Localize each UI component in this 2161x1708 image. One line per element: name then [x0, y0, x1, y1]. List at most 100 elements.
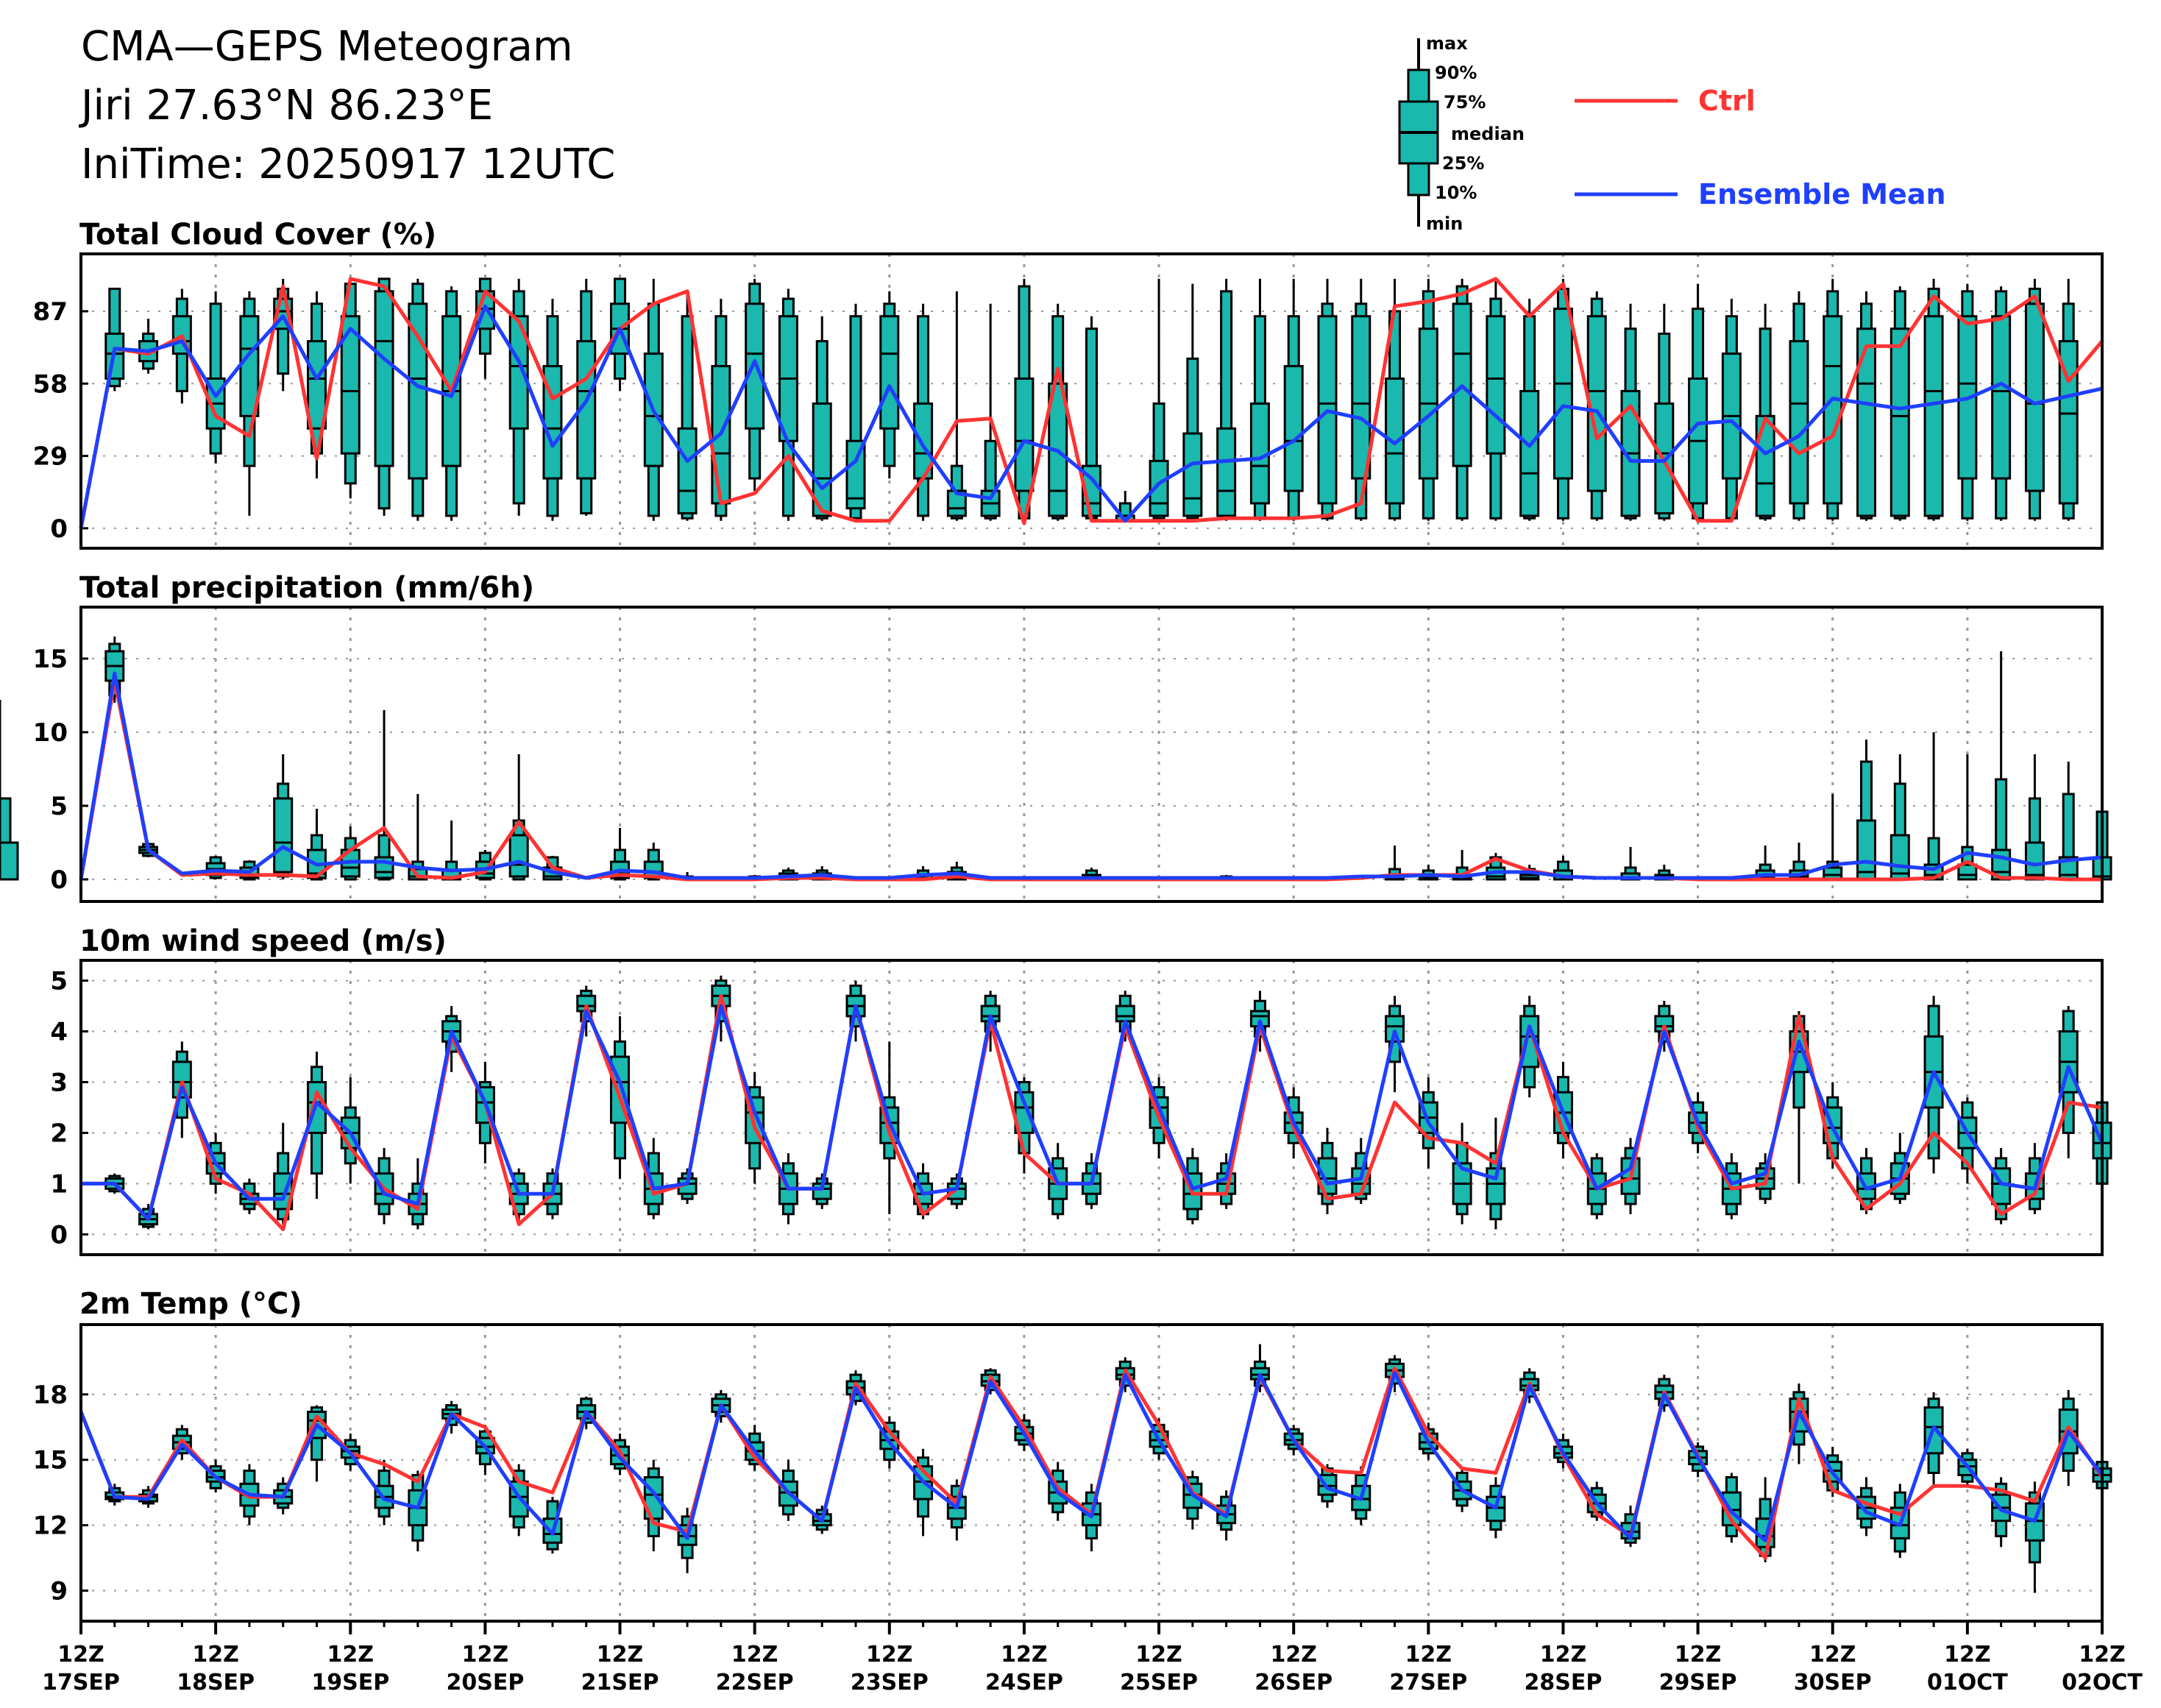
x-tick-hour-label: 12Z	[1001, 1642, 1048, 1668]
ensemble-box	[508, 754, 529, 881]
legend-min-label: min	[1426, 213, 1463, 234]
x-tick-date-label: 23SEP	[851, 1670, 929, 1695]
ensemble-box	[1789, 291, 1809, 521]
x-tick-date-label: 21SEP	[581, 1670, 659, 1695]
ensemble-box	[171, 288, 192, 404]
box-p25-p75	[408, 302, 428, 480]
x-tick-date-label: 27SEP	[1389, 1670, 1467, 1695]
ensemble-box	[408, 278, 428, 521]
x-tick-hour-label: 12Z	[866, 1642, 913, 1668]
ensemble-box	[1486, 278, 1506, 521]
wind-speed-panel: 0 1 2 3 4 5	[50, 959, 2112, 1256]
ensemble-box	[273, 754, 294, 879]
ensemble-box	[1889, 754, 1910, 881]
box-p25-p75	[1452, 302, 1472, 467]
y-tick-label: 5	[50, 967, 68, 996]
legend-max-label: max	[1426, 33, 1468, 54]
box-p25-p75	[273, 797, 294, 874]
x-tick-date-label: 25SEP	[1120, 1670, 1198, 1695]
ensemble-box	[1654, 303, 1675, 521]
x-tick-hour-label: 12Z	[1944, 1642, 1991, 1668]
ensemble-box	[778, 288, 798, 521]
x-tick-date-label: 30SEP	[1794, 1670, 1872, 1695]
ensemble-box	[542, 1497, 563, 1554]
box-p25-p75	[1856, 327, 1877, 517]
ensemble-box	[845, 303, 866, 521]
legend-p90-label: 90%	[1435, 63, 1477, 83]
ensemble-box	[475, 1425, 495, 1475]
box-p25-p75	[1991, 315, 2012, 480]
box-p25-p75	[1553, 308, 1573, 480]
x-axis: 12Z17SEP12Z18SEP12Z19SEP12Z20SEP12Z21SEP…	[42, 1621, 2143, 1695]
legend-median-label: median	[1451, 124, 1525, 144]
box-p25-p75	[1923, 315, 1944, 517]
ensemble-mean-series-line	[79, 1370, 2104, 1542]
y-tick-label: 5	[50, 792, 68, 821]
ensemble-box	[1823, 278, 1843, 521]
y-tick-label: 0	[50, 1220, 68, 1250]
ensemble-box	[542, 299, 563, 521]
box-p25-p75	[1014, 377, 1035, 492]
legend-p25-label: 25%	[1442, 153, 1484, 174]
ensemble-box	[1991, 1148, 2012, 1225]
x-tick-date-label: 22SEP	[716, 1670, 794, 1695]
ensemble-box	[0, 791, 19, 881]
ensemble-box	[508, 278, 529, 516]
x-tick-date-label: 02OCT	[2062, 1670, 2143, 1695]
ensemble-mean-series-line	[81, 1004, 2104, 1222]
box-p25-p75	[1889, 327, 1910, 517]
ensemble-box	[1418, 865, 1438, 881]
ensemble-box	[374, 710, 394, 881]
panel-title-temp: 2m Temp (°C)	[79, 1287, 302, 1321]
ctrl-series-line	[79, 277, 2104, 529]
box-p25-p75	[0, 841, 19, 881]
ensemble-box	[677, 291, 698, 521]
panel-frame	[79, 252, 2104, 550]
ensemble-box	[138, 319, 159, 374]
ensemble-box	[1957, 283, 1978, 521]
ensemble-box	[205, 291, 226, 464]
ensemble-box	[1216, 278, 1237, 521]
ensemble-box	[1082, 316, 1101, 521]
box-p25-p75	[812, 402, 832, 517]
panel-title-wind: 10m wind speed (m/s)	[79, 924, 447, 958]
ensemble-box	[1923, 1392, 1944, 1486]
ensemble-box	[1385, 278, 1405, 521]
box-p25-p75	[1486, 315, 1506, 455]
y-tick-label: 58	[33, 369, 68, 399]
x-tick-hour-label: 12Z	[462, 1642, 509, 1668]
box-p25-p75	[542, 1517, 563, 1544]
y-tick-label: 3	[50, 1069, 68, 1098]
legend-p75-label: 75%	[1444, 92, 1486, 113]
y-tick-label: 0	[50, 865, 68, 895]
ensemble-box	[2024, 754, 2045, 881]
x-tick-date-label: 26SEP	[1255, 1670, 1333, 1695]
y-tick-label: 2	[50, 1119, 68, 1148]
y-tick-label: 15	[33, 1446, 68, 1475]
figure-title: CMA—GEPS Meteogram	[81, 23, 573, 71]
ensemble-box	[1486, 853, 1506, 881]
legend-ctrl-label: Ctrl	[1698, 85, 1756, 117]
box-p25-p75	[1216, 427, 1237, 517]
x-tick-date-label: 01OCT	[1927, 1670, 2008, 1695]
ensemble-box	[1721, 299, 1742, 521]
box-p25-p75	[1115, 1004, 1135, 1023]
ensemble-box	[374, 277, 394, 516]
box-p25-p75	[1755, 414, 1775, 517]
panel-frame	[79, 606, 2104, 903]
ensemble-box	[1452, 1122, 1472, 1225]
location-label: Jiri 27.63°N 86.23°E	[79, 82, 493, 130]
box-p25-p75	[1823, 315, 1843, 505]
x-tick-date-label: 17SEP	[42, 1670, 120, 1695]
ensemble-box	[1923, 278, 1944, 521]
box-p25-p75	[643, 352, 664, 467]
ensemble-box	[643, 278, 664, 521]
box-p25-p75	[1283, 365, 1304, 492]
x-tick-date-label: 20SEP	[446, 1670, 524, 1695]
ensemble-box	[1688, 283, 1708, 521]
y-tick-label: 18	[33, 1381, 68, 1410]
x-tick-hour-label: 12Z	[57, 1642, 104, 1668]
ensemble-box	[2058, 278, 2079, 521]
box-p25-p75	[239, 315, 260, 417]
